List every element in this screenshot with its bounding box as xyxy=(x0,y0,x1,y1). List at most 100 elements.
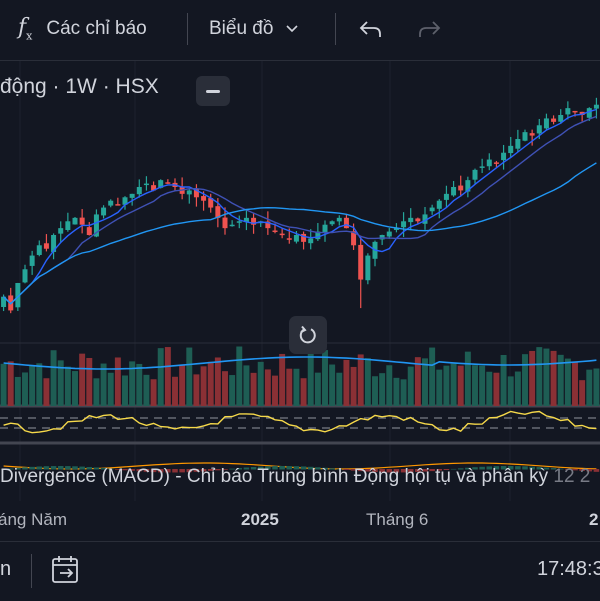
chart-type-button[interactable]: Biểu đồ xyxy=(209,9,299,49)
macd-histogram-bar xyxy=(336,468,343,470)
volume-bar xyxy=(157,348,164,406)
candle-body xyxy=(108,200,114,206)
volume-bar xyxy=(179,365,186,406)
candle-body xyxy=(222,217,228,229)
candle-body xyxy=(143,183,149,186)
macd-histogram-bar xyxy=(443,469,450,470)
macd-histogram-bar xyxy=(579,469,585,471)
macd-histogram-bar xyxy=(565,469,571,470)
volume-bar xyxy=(293,368,300,406)
fx-icon: fx xyxy=(18,15,33,43)
undo-icon[interactable] xyxy=(358,18,384,40)
volume-bar xyxy=(29,365,36,406)
ma-slow-line xyxy=(3,162,597,305)
volume-bar xyxy=(329,364,336,406)
macd-histogram-bar xyxy=(36,466,43,470)
macd-histogram-bar xyxy=(200,469,207,472)
candle-body xyxy=(415,218,421,222)
macd-histogram-bar xyxy=(507,466,514,470)
candle-body xyxy=(543,118,549,129)
candle-body xyxy=(122,197,128,205)
candle-body xyxy=(286,238,292,240)
volume-bar xyxy=(336,372,343,406)
volume-bar xyxy=(222,371,228,406)
macd-histogram-bar xyxy=(236,468,243,470)
volume-bar xyxy=(557,354,564,406)
candle-body xyxy=(115,204,121,206)
toolbar-divider xyxy=(31,554,32,588)
candle-body xyxy=(65,221,71,230)
volume-bar xyxy=(236,346,243,406)
volume-bar xyxy=(286,368,293,406)
macd-histogram-bar xyxy=(122,469,128,471)
date-range-icon[interactable] xyxy=(51,554,81,586)
collapse-legend-button[interactable] xyxy=(196,76,230,106)
volume-bar xyxy=(422,358,428,406)
macd-histogram-bar xyxy=(407,469,414,473)
volume-bar xyxy=(372,376,378,406)
reset-chart-button[interactable] xyxy=(289,316,327,354)
candle-body xyxy=(486,159,492,167)
macd-histogram-bar xyxy=(7,468,14,470)
volume-bar xyxy=(464,351,471,406)
chevron-down-icon xyxy=(286,25,299,33)
volume-bar xyxy=(350,366,357,406)
macd-histogram-bar xyxy=(386,469,393,473)
candle-body xyxy=(301,233,307,242)
macd-histogram-bar xyxy=(543,467,550,470)
volume-bar xyxy=(579,380,586,406)
volume-bar xyxy=(443,365,450,406)
candle-body xyxy=(279,233,285,236)
macd-histogram-bar xyxy=(300,466,307,470)
macd-histogram-bar xyxy=(129,469,135,471)
candle-body xyxy=(551,118,557,122)
macd-histogram-bar xyxy=(522,466,528,470)
volume-bar xyxy=(257,361,264,406)
macd-histogram-bar xyxy=(572,469,578,471)
macd-indicator-label[interactable]: Divergence (MACD) - Chỉ báo Trung bình Đ… xyxy=(0,466,590,488)
candle-body xyxy=(79,217,85,225)
macd-histogram-bar xyxy=(43,466,50,470)
volume-bar xyxy=(550,350,557,406)
macd-histogram-bar xyxy=(500,466,507,470)
candle-body xyxy=(393,228,399,230)
time-axis[interactable]: áng Năm 2025 Tháng 6 2 xyxy=(0,500,600,540)
candle-body xyxy=(508,145,514,154)
candle-body xyxy=(586,108,592,118)
volume-bar xyxy=(479,365,486,406)
macd-histogram-bar xyxy=(422,469,428,472)
volume-ma-line xyxy=(3,356,597,370)
macd-histogram-bar xyxy=(372,469,378,472)
candle-body xyxy=(265,221,271,229)
macd-histogram-bar xyxy=(365,469,371,472)
macd-histogram-bar xyxy=(150,469,157,473)
clock-time: 17:48:3 xyxy=(537,558,600,580)
range-button-label[interactable]: n xyxy=(0,558,12,580)
ma-mid-line xyxy=(3,115,597,305)
macd-histogram-bar xyxy=(465,467,471,470)
macd-histogram-bar xyxy=(593,469,600,472)
macd-histogram-bar xyxy=(472,467,478,470)
candle-body xyxy=(493,162,499,164)
macd-histogram-bar xyxy=(557,468,564,470)
indicators-button[interactable]: fx Các chỉ báo xyxy=(18,9,147,49)
price-chart[interactable] xyxy=(0,61,600,501)
volume-bar xyxy=(43,378,50,406)
ma-fast-line xyxy=(3,108,597,305)
candle-body xyxy=(343,217,349,229)
macd-histogram-bar xyxy=(57,466,64,470)
macd-histogram-bar xyxy=(65,466,71,470)
volume-bar xyxy=(407,366,414,406)
macd-histogram-bar xyxy=(457,468,464,470)
volume-bar xyxy=(50,350,57,406)
volume-bar xyxy=(164,347,171,406)
volume-bar xyxy=(314,372,321,406)
candle-body xyxy=(522,132,528,141)
volume-bar xyxy=(200,366,207,406)
bottom-toolbar: n 17:48:3 xyxy=(0,541,600,601)
volume-bar xyxy=(214,357,221,406)
volume-bar xyxy=(586,369,593,406)
macd-histogram-bar xyxy=(415,469,421,472)
candle-body xyxy=(15,283,21,308)
redo-icon[interactable] xyxy=(416,18,442,40)
